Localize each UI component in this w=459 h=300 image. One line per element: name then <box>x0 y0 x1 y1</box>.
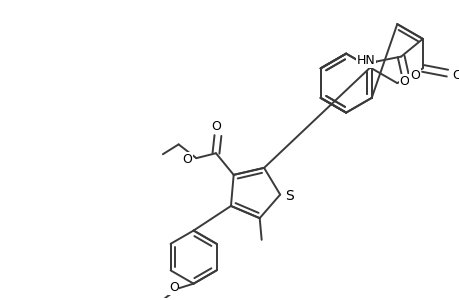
Text: HN: HN <box>356 54 375 67</box>
Text: O: O <box>451 69 459 82</box>
Text: O: O <box>398 75 408 88</box>
Text: O: O <box>182 153 192 166</box>
Text: O: O <box>211 120 220 133</box>
Text: O: O <box>168 281 179 294</box>
Text: O: O <box>409 69 419 82</box>
Text: S: S <box>284 189 293 202</box>
